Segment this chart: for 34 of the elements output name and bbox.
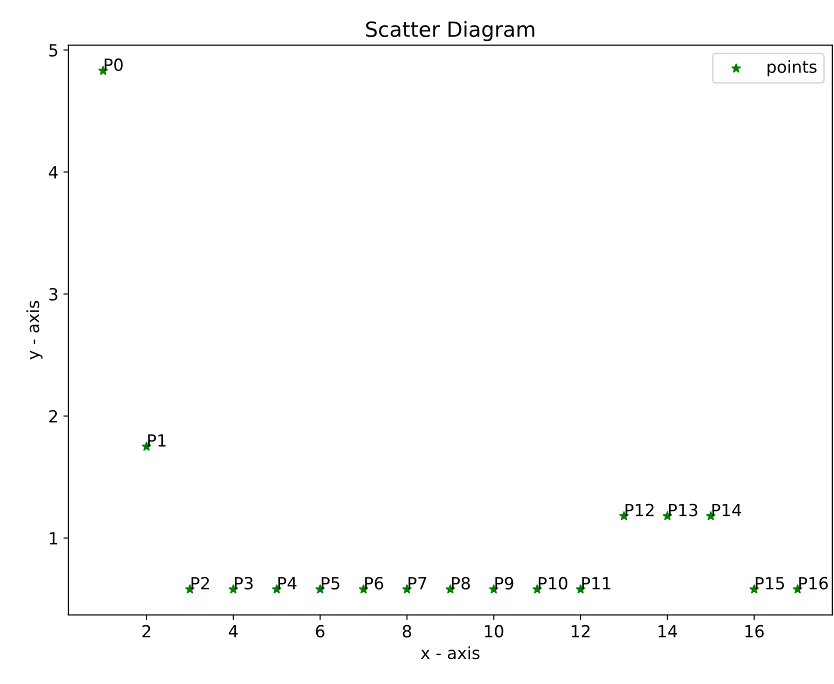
x-tick-label: 6 xyxy=(316,624,324,638)
annotation: P1 xyxy=(148,434,166,447)
x-tick-label: 10 xyxy=(484,624,504,638)
annotation: P10 xyxy=(538,576,568,590)
annotation: P12 xyxy=(626,504,654,516)
x-tick-label: 4 xyxy=(228,625,238,638)
y-tick-label: 5 xyxy=(49,44,58,57)
y-tick-label: 4 xyxy=(48,166,58,178)
x-tick-label: 14 xyxy=(658,625,678,638)
y-tick-label: 1 xyxy=(50,532,58,544)
annotation: P16 xyxy=(799,576,828,590)
annotation: P13 xyxy=(669,504,698,516)
x-tick-label: 2 xyxy=(142,624,150,638)
annotation: P0 xyxy=(104,58,123,71)
annotation: P3 xyxy=(234,576,253,590)
x-tick-label: 8 xyxy=(402,624,412,638)
chart-title: Scatter Diagram xyxy=(366,20,534,42)
annotation: P8 xyxy=(452,576,470,590)
y-tick-label: 3 xyxy=(49,288,58,301)
annotation: P9 xyxy=(495,576,514,590)
annotation: P6 xyxy=(365,576,384,590)
annotation: P15 xyxy=(756,577,784,590)
annotation: P2 xyxy=(192,576,209,590)
annotation: P7 xyxy=(408,577,426,590)
annotation: P11 xyxy=(582,577,610,590)
y-tick-label: 2 xyxy=(49,410,57,422)
legend-label: points xyxy=(768,60,817,76)
annotation: P14 xyxy=(712,504,742,516)
annotation: P5 xyxy=(322,577,340,590)
annotation: P4 xyxy=(278,577,296,590)
x-tick-label: 16 xyxy=(745,624,764,638)
x-tick-label: 12 xyxy=(572,624,590,638)
x-axis-title: x - axis xyxy=(420,646,480,660)
y-axis-title: y - axis xyxy=(26,300,43,360)
